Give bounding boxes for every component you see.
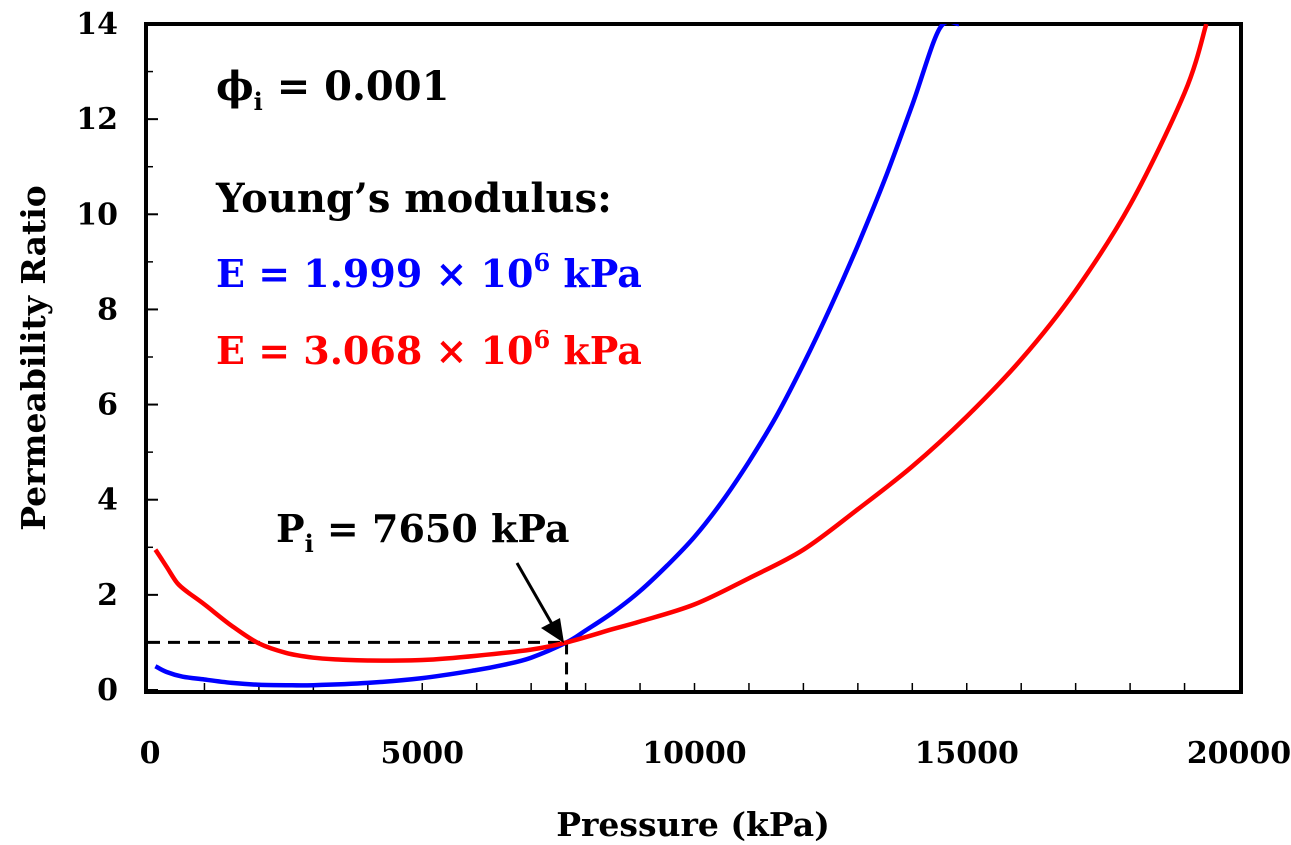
- x-axis-title: Pressure (kPa): [556, 805, 830, 844]
- y-axis-title: Permeability Ratio: [14, 185, 53, 531]
- x-tick-label: 5000: [381, 736, 465, 771]
- red-series-label: E = 3.068 × 106 kPa: [216, 325, 642, 373]
- y-tick-label: 6: [97, 388, 118, 423]
- pi-symbol: P: [276, 506, 305, 551]
- y-tick-label: 8: [97, 292, 118, 327]
- x-tick-label: 20000: [1187, 736, 1291, 771]
- blue-label-suffix: kPa: [550, 251, 642, 296]
- pi-arrow-head: [541, 618, 564, 643]
- phi-annotation: ϕi = 0.001: [216, 63, 449, 116]
- pi-arrow-shaft: [515, 562, 554, 625]
- y-tick-label: 0: [97, 673, 118, 708]
- blue-label-prefix: E = 1.999 × 10: [216, 251, 533, 296]
- y-tick-label: 14: [76, 7, 118, 42]
- phi-value: = 0.001: [263, 63, 450, 110]
- x-tick-label: 10000: [642, 736, 746, 771]
- red-label-suffix: kPa: [550, 328, 642, 373]
- y-tick-label: 4: [97, 483, 118, 518]
- red-label-exponent: 6: [533, 325, 550, 354]
- pi-subscript: i: [305, 529, 314, 558]
- plot-frame: [144, 22, 1243, 694]
- y-tick-label: 12: [76, 102, 118, 137]
- phi-symbol: ϕ: [216, 63, 254, 110]
- pi-annotation: Pi = 7650 kPa: [276, 506, 570, 558]
- minor-ticks: [146, 70, 1186, 692]
- modulus-title: Young’s modulus:: [215, 175, 612, 222]
- y-axis-ticks: 0 2 4 6 8 10 12 14: [76, 7, 158, 708]
- phi-subscript: i: [254, 87, 263, 116]
- x-tick-label: 0: [140, 736, 161, 771]
- blue-label-exponent: 6: [533, 248, 550, 277]
- red-label-prefix: E = 3.068 × 10: [216, 328, 533, 373]
- series-line-red: [153, 24, 1209, 663]
- series-line-blue: [154, 24, 960, 688]
- x-tick-label: 15000: [915, 736, 1019, 771]
- x-axis-ticks: 0 5000 10000 15000 20000: [140, 736, 1291, 771]
- pi-value: = 7650 kPa: [314, 506, 570, 551]
- y-tick-label: 10: [76, 197, 118, 232]
- y-tick-label: 2: [97, 578, 118, 613]
- blue-series-label: E = 1.999 × 106 kPa: [216, 248, 642, 296]
